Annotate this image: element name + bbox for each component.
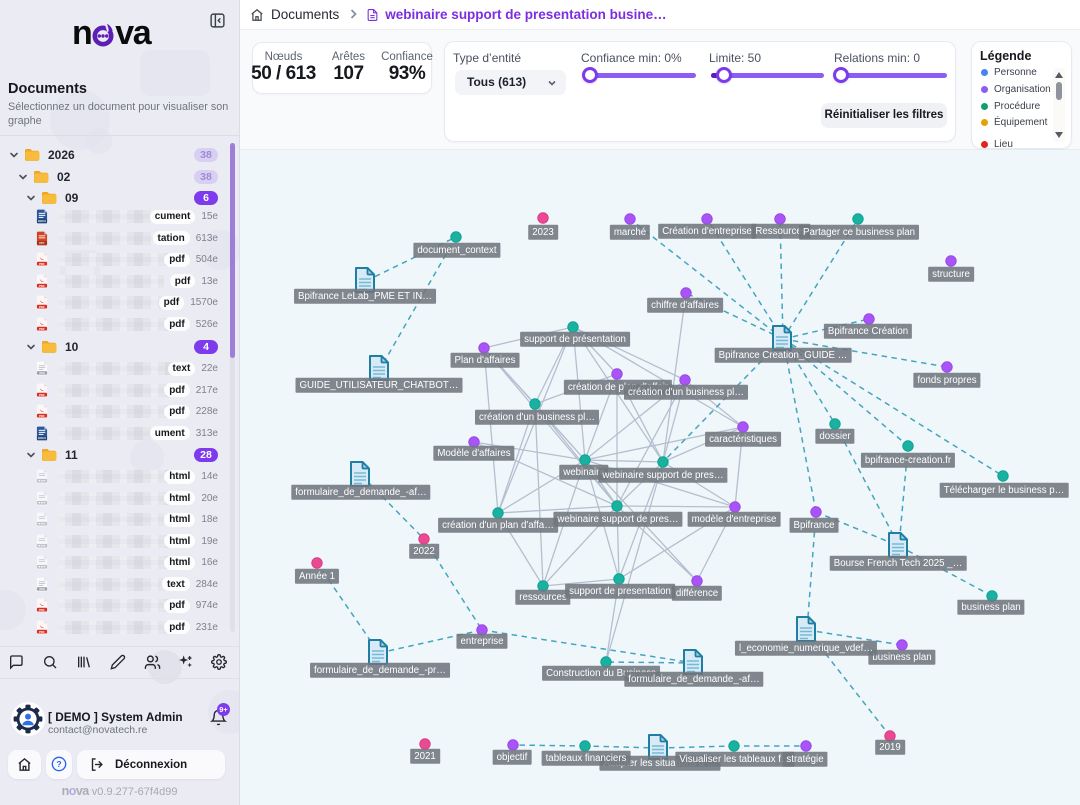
svg-text:?: ? [56,759,61,769]
